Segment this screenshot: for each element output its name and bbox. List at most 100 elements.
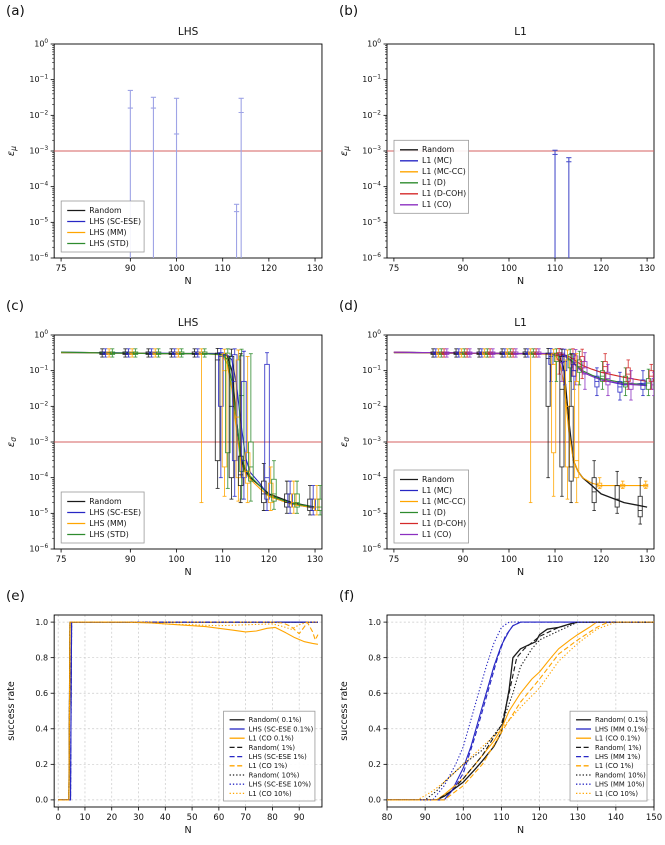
svg-text:90: 90 [125,555,136,565]
chart-f-success-rate: 80 90 100 110 120 130 140 150 0.0 0.2 0.4 0.6 0.8 1.0… [339,614,662,836]
svg-text:L1 (D-COH): L1 (D-COH) [422,519,466,528]
svg-text:10−6: 10−6 [29,544,48,553]
svg-text:εμ: εμ [339,146,351,156]
svg-text:80: 80 [267,813,278,823]
svg-text:80: 80 [382,813,393,823]
svg-text:LHS (SC-ESE 0.1%): LHS (SC-ESE 0.1%) [249,725,314,733]
svg-text:10−4: 10−4 [362,473,381,483]
panel-f: (f) 80 90 100 110 120 130 140 150 0.0 0.2 0.4 0.6 0.… [333,585,665,845]
svg-text:LHS (SC-ESE): LHS (SC-ESE) [89,508,141,517]
svg-text:10−1: 10−1 [362,366,381,376]
svg-text:90: 90 [458,264,469,274]
svg-text:100: 100 [367,39,381,49]
svg-text:110: 110 [215,264,231,274]
svg-text:0.2: 0.2 [368,760,381,769]
svg-text:10−3: 10−3 [29,146,48,155]
svg-text:140: 140 [608,813,624,823]
svg-text:100: 100 [168,555,184,565]
svg-text:1.0: 1.0 [35,618,48,627]
svg-text:75: 75 [388,264,399,274]
svg-text:100: 100 [501,264,517,274]
svg-text:L1 (CO 0.1%): L1 (CO 0.1%) [249,735,295,743]
panel-e: (e) 0 10 20 30 40 50 60 70 80 90 0.0 0.2 0.4 0.6 0.8 1.… [0,585,333,845]
svg-text:10−1: 10−1 [362,75,381,85]
svg-text:90: 90 [125,264,136,274]
svg-text:LHS (MM): LHS (MM) [89,519,126,528]
svg-text:120: 120 [261,555,277,565]
panel-label-c: (c) [6,298,24,314]
svg-text:90: 90 [458,555,469,565]
svg-text:100: 100 [34,39,48,48]
svg-text:130: 130 [307,264,323,274]
svg-text:L1 (CO 1%): L1 (CO 1%) [249,762,288,770]
svg-text:L1 (CO): L1 (CO) [422,200,451,209]
svg-text:100: 100 [455,813,471,823]
svg-text:LHS (SC-ESE): LHS (SC-ESE) [89,217,141,226]
svg-text:L1 (D-COH): L1 (D-COH) [422,189,466,198]
svg-text:130: 130 [307,555,323,565]
svg-text:N: N [517,276,524,287]
svg-text:LHS (STD): LHS (STD) [89,530,128,539]
svg-text:N: N [517,825,524,836]
svg-text:10−3: 10−3 [29,437,48,446]
panel-label-a: (a) [6,3,25,19]
panel-label-e: (e) [6,588,25,604]
panel-label-d: (d) [339,298,359,314]
svg-text:0.6: 0.6 [35,689,48,698]
panel-b: (b) 75 90 100 110 120 130 100 10−1 10−2 10−3 10−4 1… [333,0,665,295]
panel-label-b: (b) [339,3,359,19]
svg-text:εσ: εσ [339,437,351,447]
svg-text:L1: L1 [514,317,527,329]
svg-text:L1 (MC-CC): L1 (MC-CC) [422,497,466,506]
svg-text:N: N [185,825,192,836]
svg-text:10−3: 10−3 [362,437,381,447]
svg-text:10−1: 10−1 [29,366,48,375]
svg-text:L1 (D): L1 (D) [422,508,446,517]
svg-text:0.0: 0.0 [368,796,381,805]
svg-text:100: 100 [501,555,517,565]
svg-text:Random( 0.1%): Random( 0.1%) [595,716,648,724]
chart-a-errorbar-lhs: 75 90 100 110 120 130 100 10−1 10−2 10−3 10−4 10−5 1… [6,26,323,287]
svg-text:LHS (STD): LHS (STD) [89,239,128,248]
panel-a: (a) 75 90 100 110 120 130 100 10−1 10−2 10−3 10−4 1… [0,0,333,295]
svg-text:Random( 10%): Random( 10%) [595,771,646,779]
svg-text:100: 100 [168,264,184,274]
svg-text:L1 (MC): L1 (MC) [422,156,452,165]
svg-text:120: 120 [593,555,609,565]
svg-text:60: 60 [213,813,224,823]
svg-text:0.4: 0.4 [35,725,48,734]
svg-text:10−4: 10−4 [362,182,381,192]
svg-text:110: 110 [493,813,509,823]
svg-text:10−5: 10−5 [29,508,48,517]
svg-text:Random( 1%): Random( 1%) [249,744,296,752]
svg-text:10−5: 10−5 [362,508,381,518]
svg-text:Random: Random [422,475,454,484]
svg-text:10−2: 10−2 [29,401,48,410]
svg-text:L1 (CO 10%): L1 (CO 10%) [595,790,638,798]
svg-text:LHS (SC-ESE 1%): LHS (SC-ESE 1%) [249,753,307,761]
svg-text:LHS (MM 1%): LHS (MM 1%) [595,753,641,761]
svg-text:Random( 0.1%): Random( 0.1%) [249,716,302,724]
svg-text:10−3: 10−3 [362,146,381,156]
svg-text:10−2: 10−2 [362,110,381,120]
svg-text:0.4: 0.4 [368,725,381,734]
svg-text:10−6: 10−6 [362,253,381,263]
svg-text:0.6: 0.6 [368,689,381,698]
svg-text:75: 75 [56,264,67,274]
svg-text:success rate: success rate [339,681,350,741]
svg-text:L1 (CO): L1 (CO) [422,530,451,539]
svg-text:10−1: 10−1 [29,75,48,84]
chart-b-errorbar-l1: 75 90 100 110 120 130 100 10−1 10−2 10−3 10−4 10−5 1… [339,26,655,287]
svg-text:Random( 1%): Random( 1%) [595,744,642,752]
svg-text:Random: Random [89,497,121,506]
chart-d-boxplot-l1: 75 90 100 110 120 130 100 10−1 10−2 10−3 10−4 10−5 1… [339,317,655,578]
svg-text:10−6: 10−6 [362,544,381,554]
svg-text:150: 150 [646,813,662,823]
svg-text:LHS (MM): LHS (MM) [89,228,126,237]
svg-text:0: 0 [55,813,60,823]
svg-text:130: 130 [570,813,586,823]
svg-text:10−5: 10−5 [362,217,381,227]
svg-text:30: 30 [133,813,144,823]
svg-text:N: N [185,567,192,578]
svg-text:Random: Random [422,145,454,154]
